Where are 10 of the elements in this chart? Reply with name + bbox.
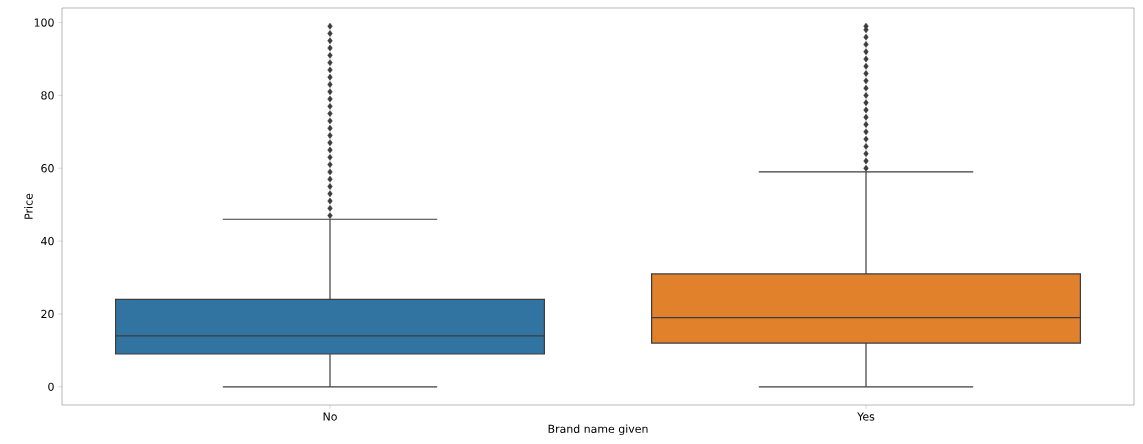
x-axis-title: Brand name given: [548, 424, 648, 436]
y-tick-label: 80: [41, 91, 54, 100]
y-tick-label: 60: [41, 164, 54, 173]
y-tick-label: 0: [48, 382, 54, 391]
y-tick-label: 40: [41, 236, 54, 246]
y-tick-label: 100: [34, 18, 54, 27]
x-tick-label: Yes: [857, 412, 875, 421]
x-tick-label: No: [323, 412, 337, 421]
y-tick-label: 20: [41, 309, 54, 319]
y-axis-title: Price: [24, 193, 33, 219]
